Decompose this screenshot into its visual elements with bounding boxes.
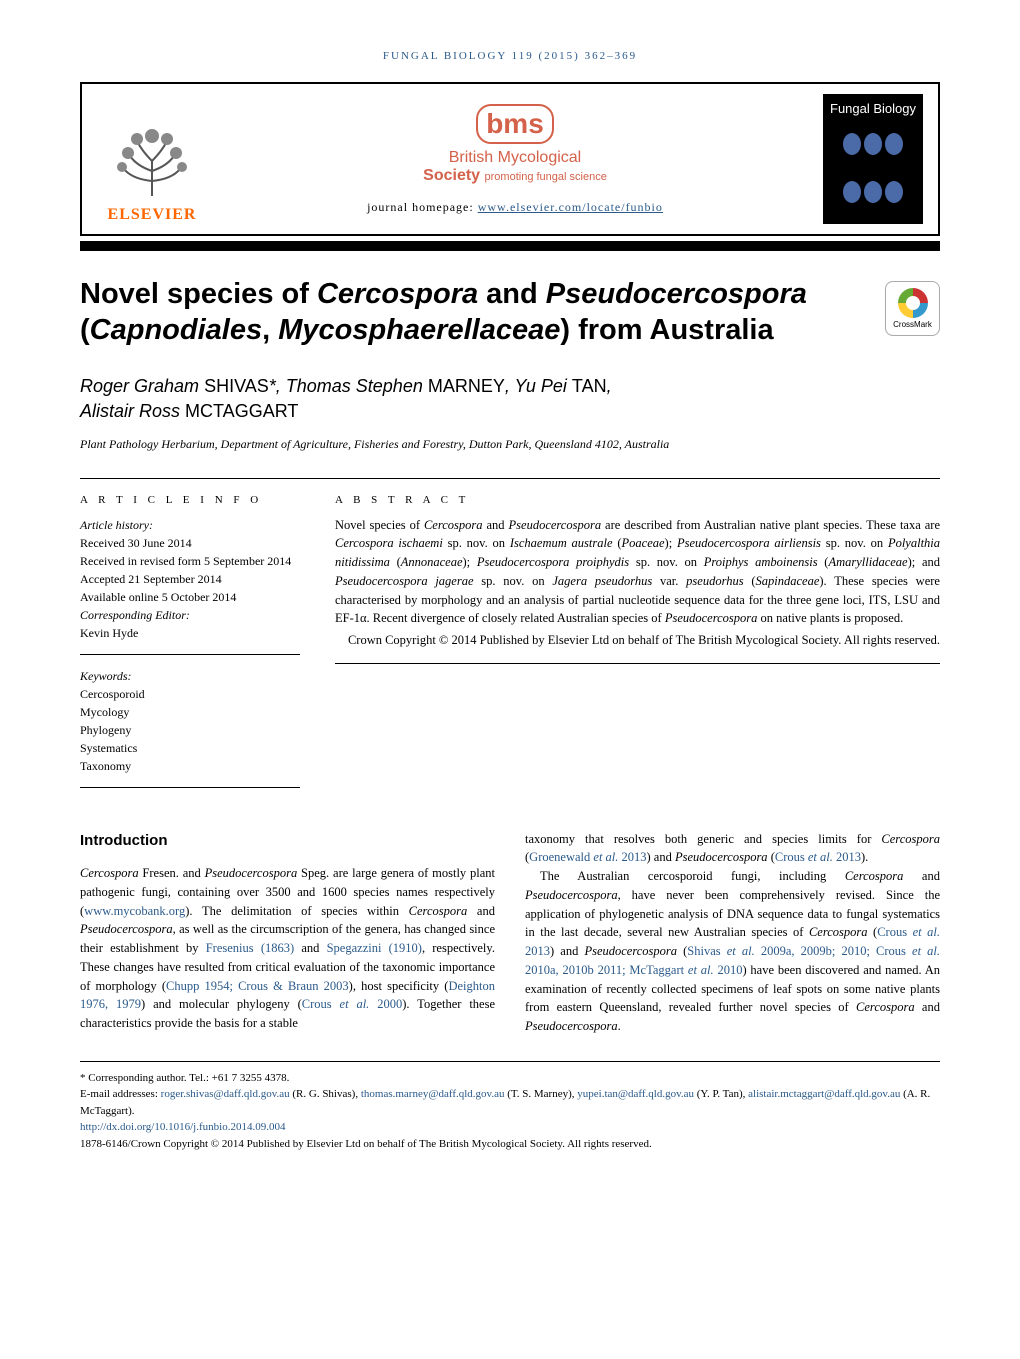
doi-link[interactable]: http://dx.doi.org/10.1016/j.funbio.2014.… bbox=[80, 1121, 285, 1133]
history-label: Article history: bbox=[80, 516, 300, 534]
article-title: Novel species of Cercospora and Pseudoce… bbox=[80, 276, 865, 349]
info-divider bbox=[80, 787, 300, 788]
citation-link[interactable]: Crous et al. 2000 bbox=[302, 997, 402, 1011]
abstract-panel: A B S T R A C T Novel species of Cercosp… bbox=[335, 494, 940, 800]
citation-link[interactable]: Fresenius (1863) bbox=[206, 941, 294, 955]
banner-divider bbox=[80, 241, 940, 251]
footnotes: * Corresponding author. Tel.: +61 7 3255… bbox=[80, 1061, 940, 1153]
keyword: Mycology bbox=[80, 703, 300, 721]
corresponding-author: * Corresponding author. Tel.: +61 7 3255… bbox=[80, 1070, 940, 1087]
keywords-label: Keywords: bbox=[80, 667, 300, 685]
email-link[interactable]: thomas.marney@daff.qld.gov.au bbox=[361, 1088, 505, 1100]
journal-banner: ELSEVIER bms British Mycological Society… bbox=[80, 82, 940, 236]
online-date: Available online 5 October 2014 bbox=[80, 588, 300, 606]
introduction-heading: Introduction bbox=[80, 830, 495, 853]
keyword: Systematics bbox=[80, 739, 300, 757]
email-link[interactable]: roger.shivas@daff.qld.gov.au bbox=[161, 1088, 290, 1100]
elsevier-tree-icon bbox=[112, 111, 192, 201]
keyword: Cercosporoid bbox=[80, 685, 300, 703]
citation-link[interactable]: Crous et al. 2013 bbox=[775, 850, 861, 864]
mycobank-link[interactable]: www.mycobank.org bbox=[84, 904, 185, 918]
body-column-left: Introduction Cercospora Fresen. and Pseu… bbox=[80, 830, 495, 1036]
bms-logo: bms bbox=[207, 104, 823, 144]
intro-paragraph: Cercospora Fresen. and Pseudocercospora … bbox=[80, 864, 495, 1033]
issn-copyright: 1878-6146/Crown Copyright © 2014 Publish… bbox=[80, 1136, 940, 1153]
body-column-right: taxonomy that resolves both generic and … bbox=[525, 830, 940, 1036]
article-info-label: A R T I C L E I N F O bbox=[80, 494, 300, 506]
intro-paragraph: The Australian cercosporoid fungi, inclu… bbox=[525, 867, 940, 1036]
authors: Roger Graham SHIVAS*, Thomas Stephen MAR… bbox=[80, 374, 940, 424]
editor-name: Kevin Hyde bbox=[80, 624, 300, 642]
journal-cover-thumbnail[interactable]: Fungal Biology bbox=[823, 94, 923, 224]
email-link[interactable]: yupei.tan@daff.qld.gov.au bbox=[577, 1088, 694, 1100]
journal-homepage: journal homepage: www.elsevier.com/locat… bbox=[207, 200, 823, 215]
divider bbox=[80, 478, 940, 479]
crossmark-icon bbox=[898, 288, 928, 318]
citation-link[interactable]: Spegazzini (1910) bbox=[327, 941, 422, 955]
elsevier-name: ELSEVIER bbox=[108, 206, 197, 224]
banner-center: bms British Mycological Society promotin… bbox=[207, 104, 823, 215]
homepage-link[interactable]: www.elsevier.com/locate/funbio bbox=[478, 200, 663, 214]
intro-paragraph: taxonomy that resolves both generic and … bbox=[525, 830, 940, 868]
info-divider bbox=[80, 654, 300, 655]
received-date: Received 30 June 2014 bbox=[80, 534, 300, 552]
email-addresses: E-mail addresses: roger.shivas@daff.qld.… bbox=[80, 1086, 940, 1119]
crossmark-button[interactable]: CrossMark bbox=[885, 281, 940, 336]
cover-title: Fungal Biology bbox=[830, 102, 916, 116]
email-link[interactable]: alistair.mctaggart@daff.qld.gov.au bbox=[748, 1088, 900, 1100]
cover-image bbox=[828, 116, 918, 219]
keyword: Phylogeny bbox=[80, 721, 300, 739]
crossmark-label: CrossMark bbox=[893, 320, 932, 329]
abstract-text: Novel species of Cercospora and Pseudoce… bbox=[335, 516, 940, 629]
abstract-label: A B S T R A C T bbox=[335, 494, 940, 506]
article-info-panel: A R T I C L E I N F O Article history: R… bbox=[80, 494, 300, 800]
keyword: Taxonomy bbox=[80, 757, 300, 775]
bms-subtitle: British Mycological Society promoting fu… bbox=[207, 149, 823, 185]
affiliation: Plant Pathology Herbarium, Department of… bbox=[80, 436, 940, 453]
accepted-date: Accepted 21 September 2014 bbox=[80, 570, 300, 588]
citation-link[interactable]: Chupp 1954; Crous & Braun 2003 bbox=[166, 979, 349, 993]
abstract-divider bbox=[335, 663, 940, 664]
editor-label: Corresponding Editor: bbox=[80, 606, 300, 624]
elsevier-logo[interactable]: ELSEVIER bbox=[97, 94, 207, 224]
revised-date: Received in revised form 5 September 201… bbox=[80, 552, 300, 570]
citation-link[interactable]: Groenewald et al. 2013 bbox=[529, 850, 646, 864]
journal-reference: FUNGAL BIOLOGY 119 (2015) 362–369 bbox=[80, 50, 940, 62]
copyright: Crown Copyright © 2014 Published by Else… bbox=[335, 633, 940, 648]
